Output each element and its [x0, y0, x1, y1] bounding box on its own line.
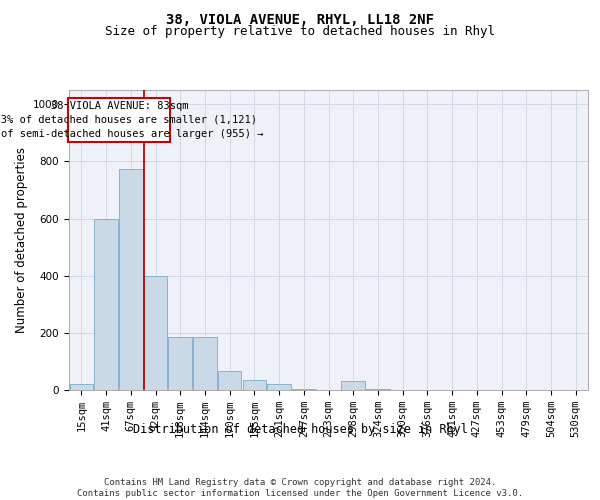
- Text: Distribution of detached houses by size in Rhyl: Distribution of detached houses by size …: [133, 422, 467, 436]
- Bar: [366, 388, 389, 390]
- Bar: [242, 380, 266, 390]
- Text: Contains HM Land Registry data © Crown copyright and database right 2024.
Contai: Contains HM Land Registry data © Crown c…: [77, 478, 523, 498]
- Bar: [268, 384, 291, 390]
- Bar: [193, 337, 217, 390]
- Bar: [218, 372, 241, 390]
- Text: Size of property relative to detached houses in Rhyl: Size of property relative to detached ho…: [105, 25, 495, 38]
- Bar: [94, 218, 118, 390]
- Bar: [70, 384, 93, 390]
- Y-axis label: Number of detached properties: Number of detached properties: [14, 147, 28, 333]
- Bar: [341, 382, 365, 390]
- Text: 38 VIOLA AVENUE: 83sqm
← 53% of detached houses are smaller (1,121)
45% of semi-: 38 VIOLA AVENUE: 83sqm ← 53% of detached…: [0, 101, 263, 139]
- Bar: [169, 337, 192, 390]
- Text: 38, VIOLA AVENUE, RHYL, LL18 2NF: 38, VIOLA AVENUE, RHYL, LL18 2NF: [166, 12, 434, 26]
- Bar: [119, 168, 143, 390]
- Bar: [144, 276, 167, 390]
- Bar: [292, 388, 316, 390]
